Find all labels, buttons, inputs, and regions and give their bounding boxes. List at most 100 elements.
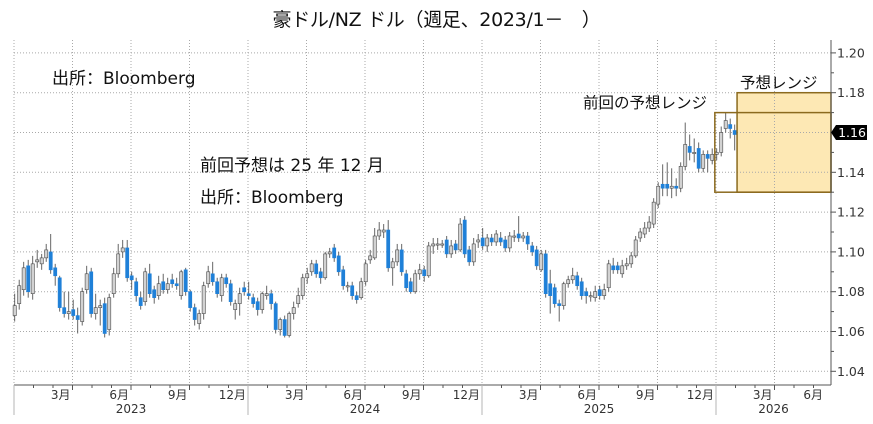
candle-down — [467, 245, 472, 266]
candle-up — [390, 257, 395, 286]
candle-down — [53, 263, 58, 286]
candle-up — [206, 265, 211, 288]
candle-up — [413, 269, 418, 294]
candle-down — [269, 289, 274, 310]
candle-body — [120, 247, 125, 253]
candle-down — [575, 271, 580, 290]
candle-down — [318, 267, 323, 284]
x-axis-month-label: 9月 — [636, 388, 656, 402]
candle-body — [89, 271, 94, 314]
candle-body — [165, 283, 170, 291]
candle-body — [215, 281, 220, 294]
candle-up — [44, 243, 49, 262]
candle-up — [485, 233, 490, 252]
candle-down — [125, 239, 130, 282]
candle-body — [552, 287, 557, 304]
candle-up — [440, 239, 445, 248]
candle-body — [39, 257, 44, 265]
candle-up — [512, 230, 517, 242]
candle-body — [107, 297, 112, 330]
candle-body — [300, 277, 305, 296]
candle-body — [287, 313, 292, 336]
candle-body — [282, 319, 287, 336]
candle-body — [647, 221, 652, 229]
candle-body — [143, 271, 148, 302]
candle-body — [156, 283, 161, 296]
candle-down — [615, 261, 620, 274]
candle-down — [557, 299, 562, 322]
candle-body — [471, 243, 476, 263]
candle-body — [363, 263, 368, 283]
candle-up — [593, 285, 598, 302]
candle-body — [408, 281, 413, 292]
candle-body — [480, 237, 485, 247]
candle-body — [575, 275, 580, 287]
candle-up — [107, 293, 112, 336]
candle-body — [93, 307, 98, 314]
candle-up — [656, 182, 661, 209]
candle-up — [692, 138, 697, 163]
candle-down — [161, 273, 166, 294]
candle-up — [368, 249, 373, 264]
candle-body — [444, 239, 449, 255]
candle-body — [701, 154, 706, 169]
candle-body — [71, 309, 76, 316]
candle-down — [282, 315, 287, 338]
candle-down — [498, 232, 503, 246]
candle-body — [669, 185, 674, 189]
candle-down — [534, 245, 539, 270]
x-axis-year-label: 2026 — [758, 402, 789, 416]
candle-body — [422, 269, 427, 277]
candle-body — [179, 271, 184, 296]
candle-down — [408, 277, 413, 294]
x-axis-month-label: 3月 — [753, 388, 773, 402]
candle-body — [129, 275, 134, 281]
candle-body — [660, 183, 665, 189]
candle-up — [327, 247, 332, 258]
candle-up — [84, 265, 89, 294]
candle-up — [111, 267, 116, 298]
candle-up — [435, 237, 440, 250]
candle-down — [147, 263, 152, 298]
candle-body — [48, 251, 53, 271]
candle-body — [539, 253, 544, 271]
candle-body — [566, 279, 571, 285]
candle-up — [80, 287, 85, 326]
candle-body — [656, 185, 661, 205]
candle-up — [476, 233, 481, 248]
candle-body — [359, 281, 364, 298]
candle-up — [507, 232, 512, 252]
candle-body — [696, 148, 701, 169]
candle-down — [530, 241, 535, 256]
candle-body — [413, 273, 418, 293]
candle-down — [552, 283, 557, 308]
candle-body — [498, 237, 503, 243]
candle-down — [687, 134, 692, 161]
candle-body — [170, 279, 175, 285]
x-axis-year-label: 2025 — [584, 402, 615, 416]
candle-up — [39, 253, 44, 270]
candle-down — [480, 228, 485, 250]
candle-up — [201, 281, 206, 320]
candle-body — [386, 229, 391, 269]
candle-body — [719, 132, 724, 153]
x-axis-month-label: 6月 — [109, 388, 129, 402]
x-axis-month-label: 3月 — [51, 388, 71, 402]
candle-body — [246, 293, 251, 296]
candle-body — [606, 263, 611, 289]
candle-body — [494, 233, 499, 243]
candle-body — [507, 235, 512, 249]
y-axis-label: 1.14 — [837, 165, 865, 180]
candle-body — [17, 285, 22, 304]
last-price-label: 1.16 — [838, 125, 866, 140]
candle-body — [629, 255, 634, 265]
candle-body — [327, 251, 332, 255]
candle-down — [516, 216, 521, 242]
candle-body — [323, 253, 328, 279]
candle-up — [93, 293, 98, 320]
candle-up — [606, 259, 611, 292]
candle-down — [665, 162, 670, 197]
candle-body — [44, 249, 49, 259]
candle-body — [368, 255, 373, 261]
candle-up — [143, 267, 148, 306]
